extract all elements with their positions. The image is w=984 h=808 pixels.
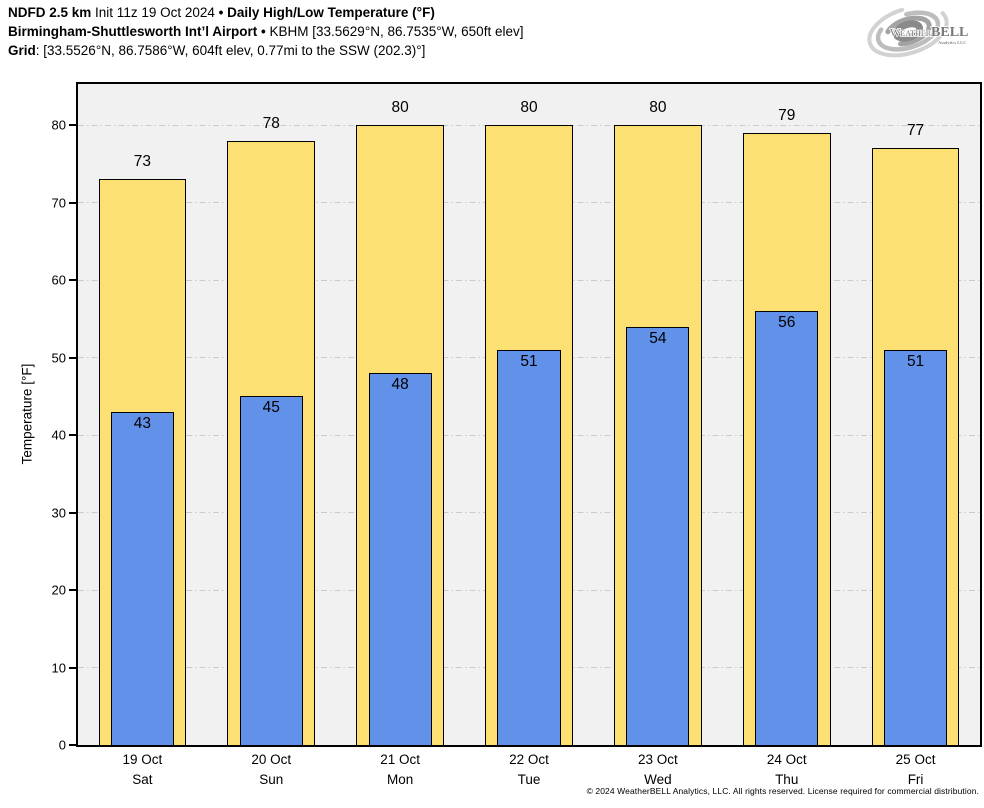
y-tick-mark: [69, 279, 76, 282]
x-tick-label: 25 Oct Fri: [896, 750, 936, 789]
x-tick-weekday: Mon: [387, 771, 414, 787]
x-tick-label: 19 Oct Sat: [123, 750, 163, 789]
high-value-label: 80: [649, 99, 667, 117]
x-tick-date: 23 Oct: [637, 752, 678, 767]
low-value-label: 56: [778, 314, 796, 332]
copyright-notice: © 2024 WeatherBELL Analytics, LLC. All r…: [586, 786, 979, 796]
x-tick-date: 25 Oct: [895, 752, 936, 767]
y-axis-title: Temperature [°F]: [19, 363, 35, 465]
y-tick-label: 80: [51, 117, 66, 133]
low-value-label: 48: [391, 376, 409, 394]
high-value-label: 73: [133, 153, 152, 171]
weatherbell-logo: WeatherBELL Analytics LLC: [864, 3, 980, 61]
chart-header: NDFD 2.5 km Init 11z 19 Oct 2024 • Daily…: [8, 4, 523, 60]
y-tick-label: 20: [51, 582, 66, 598]
logo-text-weather: Weather: [890, 27, 932, 39]
svg-text:WeatherBELL: WeatherBELL: [890, 25, 968, 40]
x-tick-date: 22 Oct: [509, 752, 549, 767]
gridline-80: [78, 124, 980, 126]
product-title: Daily High/Low Temperature (°F): [227, 5, 435, 20]
x-tick-date: 24 Oct: [766, 752, 807, 767]
x-tick-label: 24 Oct Thu: [767, 750, 807, 789]
y-tick-mark: [69, 124, 76, 127]
grid-label: Grid: [8, 42, 36, 58]
header-line-model: NDFD 2.5 km Init 11z 19 Oct 2024 • Daily…: [8, 4, 523, 23]
station-details: KBHM [33.5629°N, 86.7535°W, 650ft elev]: [269, 23, 524, 39]
x-tick-label: 20 Oct Sun: [251, 750, 291, 789]
x-tick-date: 20 Oct: [251, 752, 292, 767]
y-tick-mark: [69, 511, 76, 514]
low-bar: [239, 396, 303, 745]
low-bar: [368, 373, 432, 745]
high-value-label: 80: [391, 99, 409, 117]
high-value-label: 77: [906, 122, 925, 140]
y-tick-mark: [69, 201, 76, 204]
high-value-label: 79: [778, 106, 796, 124]
logo-subtext: Analytics LLC: [938, 40, 966, 45]
y-tick-label: 30: [51, 505, 66, 521]
y-tick-label: 60: [51, 272, 66, 288]
grid-details: : [33.5526°N, 86.7586°W, 604ft elev, 0.7…: [35, 42, 426, 58]
x-tick-date: 21 Oct: [380, 752, 421, 767]
x-tick-label: 21 Oct Mon: [380, 750, 420, 789]
x-tick-weekday: Thu: [775, 771, 799, 787]
x-tick-label: 23 Oct Wed: [638, 750, 678, 789]
hurricane-swirl-icon: WeatherBELL Analytics LLC: [867, 4, 969, 58]
high-value-label: 78: [262, 114, 280, 132]
bullet-separator: •: [218, 5, 224, 20]
y-tick-label: 50: [51, 350, 66, 366]
init-time: Init 11z 19 Oct 2024: [95, 5, 215, 20]
logo-text-bell: BELL: [931, 25, 968, 40]
low-bar: [110, 411, 174, 745]
low-value-label: 43: [133, 414, 152, 432]
low-bar: [755, 311, 819, 745]
x-tick-label: 22 Oct Tue: [509, 750, 549, 789]
model-name: NDFD 2.5 km: [8, 5, 92, 20]
x-tick-weekday: Wed: [644, 771, 672, 787]
x-tick-weekday: Sun: [259, 771, 284, 787]
y-tick-label: 40: [51, 427, 66, 443]
x-tick-date: 19 Oct: [122, 752, 163, 767]
low-bar: [497, 349, 561, 745]
y-tick-mark: [69, 589, 76, 592]
station-name: Birmingham-Shuttlesworth Int’l Airport: [8, 23, 258, 39]
low-value-label: 54: [649, 329, 667, 347]
x-tick-weekday: Sat: [132, 771, 153, 787]
y-tick-label: 70: [51, 195, 66, 211]
y-tick-label: 10: [51, 660, 66, 675]
low-value-label: 51: [520, 352, 538, 370]
low-value-label: 45: [262, 399, 280, 417]
low-bar: [626, 326, 690, 745]
y-tick-mark: [69, 744, 76, 746]
header-line-grid: Grid: [33.5526°N, 86.7586°W, 604ft elev,…: [8, 42, 523, 61]
low-bar: [884, 349, 948, 745]
x-tick-weekday: Fri: [907, 771, 924, 787]
y-tick-label: 0: [58, 737, 66, 753]
y-tick-mark: [69, 356, 76, 359]
temperature-bar-chart: 73 43 78 45 80 48 80 51 80 54 79 56 77 51: [76, 82, 982, 747]
x-tick-weekday: Tue: [517, 771, 541, 787]
bullet-separator: •: [261, 23, 266, 39]
high-value-label: 80: [520, 99, 538, 117]
header-line-station: Birmingham-Shuttlesworth Int’l Airport •…: [8, 23, 523, 42]
low-value-label: 51: [906, 352, 925, 370]
y-tick-mark: [69, 666, 76, 669]
y-tick-mark: [69, 434, 76, 437]
